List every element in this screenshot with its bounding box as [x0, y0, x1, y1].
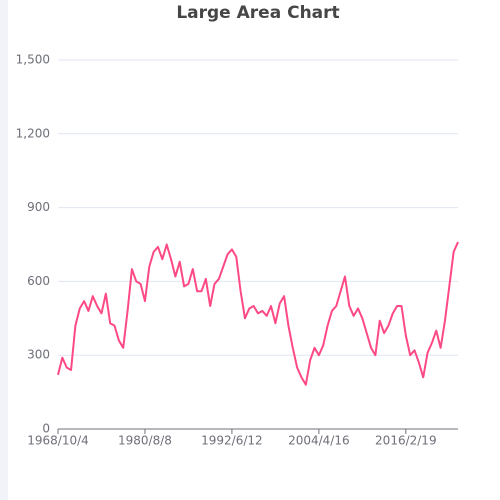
y-tick-label: 1,500 [16, 53, 50, 67]
data-line [57, 241, 459, 386]
y-tick-label: 900 [27, 200, 50, 214]
x-tick-label: 2016/2/19 [375, 434, 437, 448]
x-tick-label: 2004/4/16 [288, 434, 350, 448]
x-tick-label: 1980/8/8 [118, 434, 172, 448]
y-tick-label: 0 [42, 422, 50, 436]
x-tick-label: 1992/6/12 [201, 434, 263, 448]
y-tick-label: 300 [27, 348, 50, 362]
y-tick-label: 1,200 [16, 126, 50, 140]
x-tick-label: 1968/10/4 [27, 434, 89, 448]
side-strip [0, 0, 8, 500]
chart-title: Large Area Chart [176, 3, 339, 23]
y-tick-label: 600 [27, 274, 50, 288]
